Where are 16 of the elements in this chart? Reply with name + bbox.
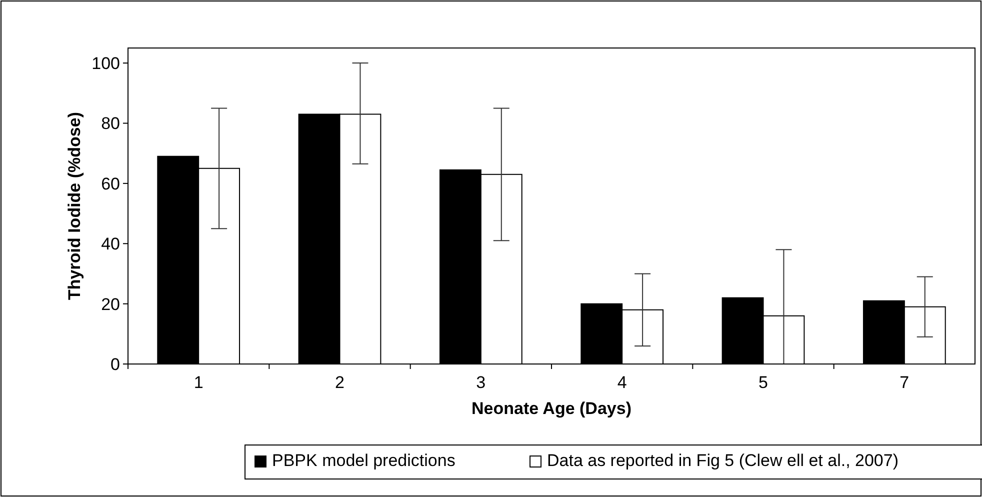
x-tick-label: 2 <box>335 373 344 392</box>
x-axis-title: Neonate Age (Days) <box>472 399 632 418</box>
y-tick-label: 100 <box>92 54 120 73</box>
x-tick-label: 1 <box>194 373 204 392</box>
x-tick-label: 4 <box>617 373 627 392</box>
legend-label: Data as reported in Fig 5 (Clew ell et al., 2007) <box>547 451 899 470</box>
legend-label: PBPK model predictions <box>272 451 456 470</box>
y-tick-label: 0 <box>110 354 120 374</box>
y-tick-label: 80 <box>101 114 120 134</box>
y-axis-title: Thyroid Iodide (%dose) <box>65 112 84 300</box>
y-tick-label: 40 <box>101 234 120 254</box>
y-tick-label: 60 <box>101 174 120 194</box>
y-tick-label: 20 <box>101 294 120 314</box>
x-tick-label: 5 <box>758 373 768 392</box>
x-tick-label: 3 <box>476 373 486 392</box>
x-tick-label: 7 <box>900 373 910 392</box>
